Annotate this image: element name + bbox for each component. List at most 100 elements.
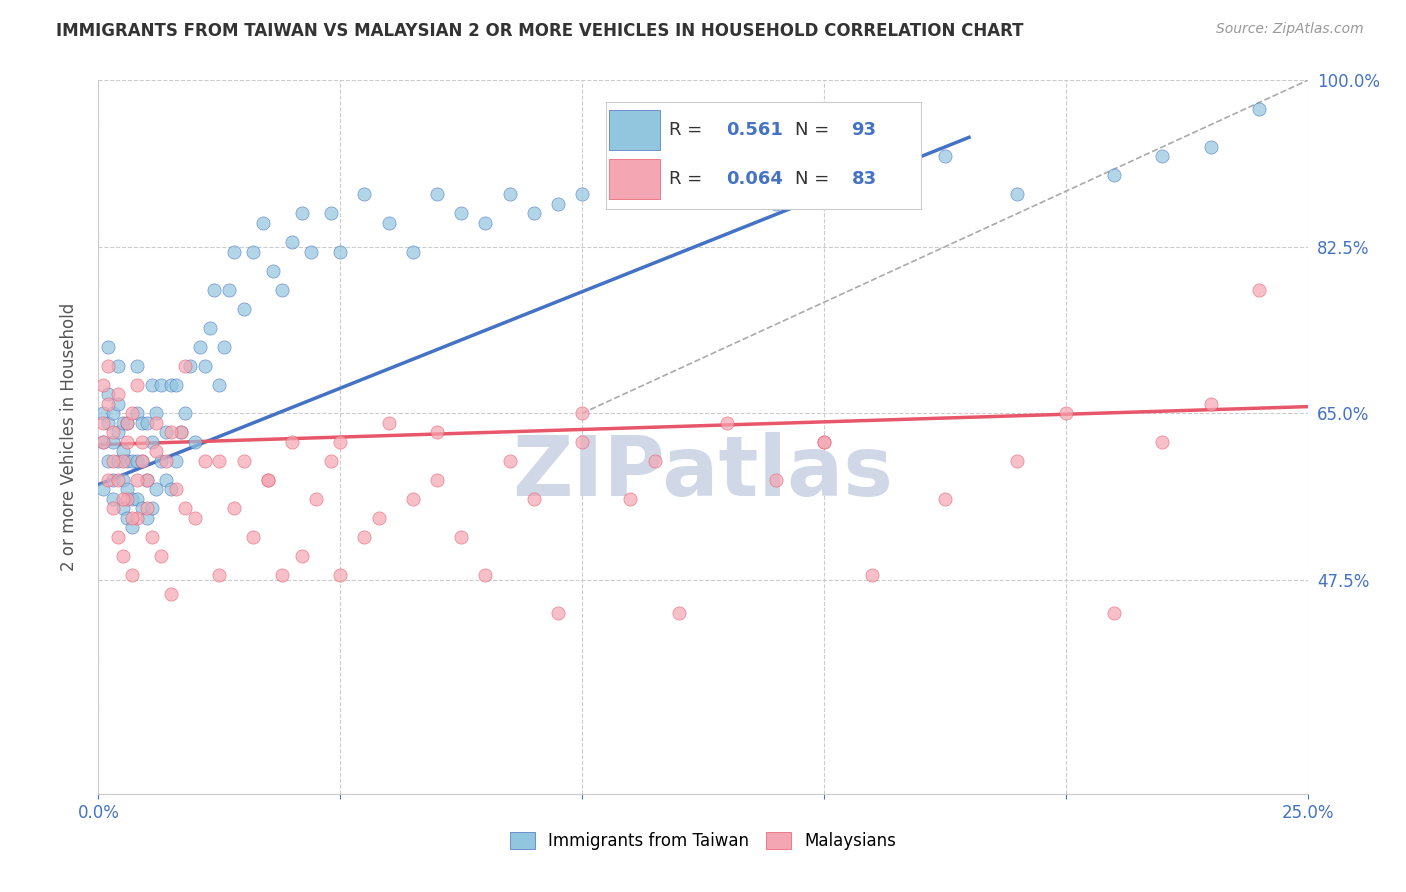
Point: [498, 187, 520, 202]
Point: [97, 340, 120, 354]
Point: [179, 359, 201, 373]
Text: ZIPatlas: ZIPatlas: [513, 433, 893, 513]
Point: [450, 206, 472, 220]
Point: [262, 263, 284, 277]
Point: [188, 340, 211, 354]
Point: [256, 473, 278, 487]
Point: [194, 359, 217, 373]
Point: [571, 434, 593, 449]
Point: [523, 491, 546, 506]
Text: Source: ZipAtlas.com: Source: ZipAtlas.com: [1216, 22, 1364, 37]
Point: [131, 454, 153, 468]
Point: [252, 216, 274, 230]
Point: [107, 454, 129, 468]
Point: [619, 491, 641, 506]
Point: [160, 483, 183, 497]
Point: [135, 473, 157, 487]
Point: [101, 454, 124, 468]
Point: [329, 244, 352, 259]
Point: [111, 454, 134, 468]
Point: [222, 244, 245, 259]
Point: [141, 501, 163, 516]
Point: [377, 416, 399, 430]
Point: [813, 434, 835, 449]
Point: [101, 434, 124, 449]
Point: [198, 320, 221, 334]
Point: [1102, 606, 1125, 620]
Point: [117, 491, 139, 506]
Point: [111, 549, 134, 563]
Point: [107, 473, 129, 487]
Point: [111, 444, 134, 458]
Point: [571, 406, 593, 420]
Point: [299, 244, 322, 259]
Point: [1007, 454, 1029, 468]
Point: [716, 416, 738, 430]
Point: [117, 416, 139, 430]
Point: [813, 169, 835, 183]
Point: [121, 454, 143, 468]
Point: [135, 511, 157, 525]
Point: [101, 406, 124, 420]
Point: [174, 501, 197, 516]
Point: [169, 425, 191, 440]
Text: IMMIGRANTS FROM TAIWAN VS MALAYSIAN 2 OR MORE VEHICLES IN HOUSEHOLD CORRELATION : IMMIGRANTS FROM TAIWAN VS MALAYSIAN 2 OR…: [56, 22, 1024, 40]
Point: [934, 149, 956, 163]
Point: [160, 377, 183, 392]
Point: [91, 406, 114, 420]
Point: [117, 483, 139, 497]
Point: [145, 416, 167, 430]
Point: [107, 397, 129, 411]
Point: [1199, 140, 1222, 154]
Point: [107, 530, 129, 544]
Point: [290, 206, 312, 220]
Point: [271, 568, 294, 582]
Point: [232, 301, 254, 316]
Point: [141, 434, 163, 449]
Point: [934, 491, 956, 506]
Point: [145, 406, 167, 420]
Point: [208, 377, 231, 392]
Point: [111, 491, 134, 506]
Point: [145, 483, 167, 497]
Point: [571, 187, 593, 202]
Point: [426, 187, 449, 202]
Point: [91, 483, 114, 497]
Point: [547, 606, 569, 620]
Point: [97, 387, 120, 401]
Point: [813, 434, 835, 449]
Point: [135, 416, 157, 430]
Y-axis label: 2 or more Vehicles in Household: 2 or more Vehicles in Household: [59, 303, 77, 571]
Point: [155, 473, 177, 487]
Point: [174, 406, 197, 420]
Point: [91, 434, 114, 449]
Point: [668, 606, 690, 620]
Point: [450, 530, 472, 544]
Point: [256, 473, 278, 487]
Point: [141, 377, 163, 392]
Point: [121, 491, 143, 506]
Point: [860, 187, 883, 202]
Point: [101, 425, 124, 440]
Point: [91, 434, 114, 449]
Point: [402, 244, 425, 259]
Point: [184, 434, 207, 449]
Point: [97, 397, 120, 411]
Point: [97, 473, 120, 487]
Point: [131, 501, 153, 516]
Point: [117, 511, 139, 525]
Point: [127, 454, 149, 468]
Point: [547, 197, 569, 211]
Point: [1199, 397, 1222, 411]
Point: [150, 549, 173, 563]
Point: [97, 454, 120, 468]
Point: [97, 359, 120, 373]
Point: [131, 416, 153, 430]
Point: [319, 206, 342, 220]
Point: [208, 454, 231, 468]
Point: [127, 406, 149, 420]
Point: [131, 454, 153, 468]
Point: [1007, 187, 1029, 202]
Point: [111, 473, 134, 487]
Point: [402, 491, 425, 506]
